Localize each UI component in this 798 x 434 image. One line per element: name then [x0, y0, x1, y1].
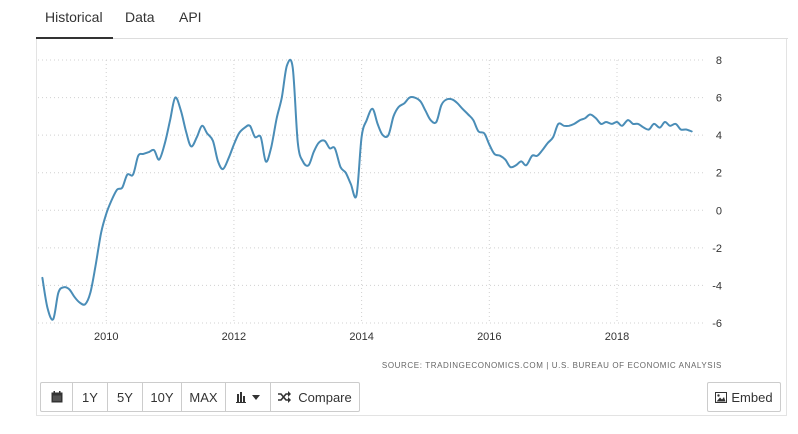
tab-data[interactable]: Data	[125, 9, 155, 25]
range-5y-button[interactable]: 5Y	[107, 382, 143, 412]
line-chart: 2010 2012 2014 2016 2018 8 6 4 2 0 -2 -4 -6 SOURCE:…	[38, 55, 722, 370]
compare-button[interactable]: Compare	[270, 382, 360, 412]
x-tick-label: 2014	[349, 331, 373, 343]
y-tick-label: 2	[716, 168, 722, 180]
calendar-icon	[51, 391, 63, 403]
tab-bar: Historical Data API	[36, 0, 788, 39]
caret-down-icon	[252, 394, 260, 400]
y-tick-label: 0	[716, 205, 722, 217]
chart-frame	[36, 39, 787, 416]
image-icon	[715, 391, 728, 403]
source-note: SOURCE: TRADINGECONOMICS.COM | U.S. BURE…	[382, 361, 722, 370]
shuffle-icon	[278, 391, 292, 403]
x-tick-label: 2010	[94, 331, 118, 343]
embed-button[interactable]: Embed	[707, 382, 781, 412]
series-line	[41, 58, 693, 321]
tab-api[interactable]: API	[179, 9, 202, 25]
chart-type-dropdown[interactable]	[225, 382, 271, 412]
chart-toolbar: 1Y 5Y 10Y MAX Compare	[40, 382, 360, 412]
y-tick-label: 8	[716, 55, 722, 67]
x-tick-label: 2018	[605, 331, 629, 343]
y-tick-label: 4	[716, 130, 722, 142]
tab-historical[interactable]: Historical	[36, 9, 113, 39]
y-tick-label: -6	[712, 318, 722, 330]
y-tick-label: -4	[712, 280, 722, 292]
chart-grid	[38, 59, 706, 324]
x-axis-labels: 2010 2012 2014 2016 2018	[94, 331, 629, 343]
y-axis-labels: 8 6 4 2 0 -2 -4 -6	[712, 55, 722, 330]
range-max-button[interactable]: MAX	[181, 382, 226, 412]
y-tick-label: -2	[712, 243, 722, 255]
range-10y-button[interactable]: 10Y	[142, 382, 182, 412]
x-tick-label: 2016	[477, 331, 501, 343]
y-tick-label: 6	[716, 93, 722, 105]
calendar-button[interactable]	[40, 382, 73, 412]
bar-chart-icon	[236, 391, 249, 403]
range-1y-button[interactable]: 1Y	[72, 382, 108, 412]
embed-label: Embed	[731, 389, 773, 405]
x-tick-label: 2012	[222, 331, 246, 343]
compare-label: Compare	[298, 389, 352, 405]
